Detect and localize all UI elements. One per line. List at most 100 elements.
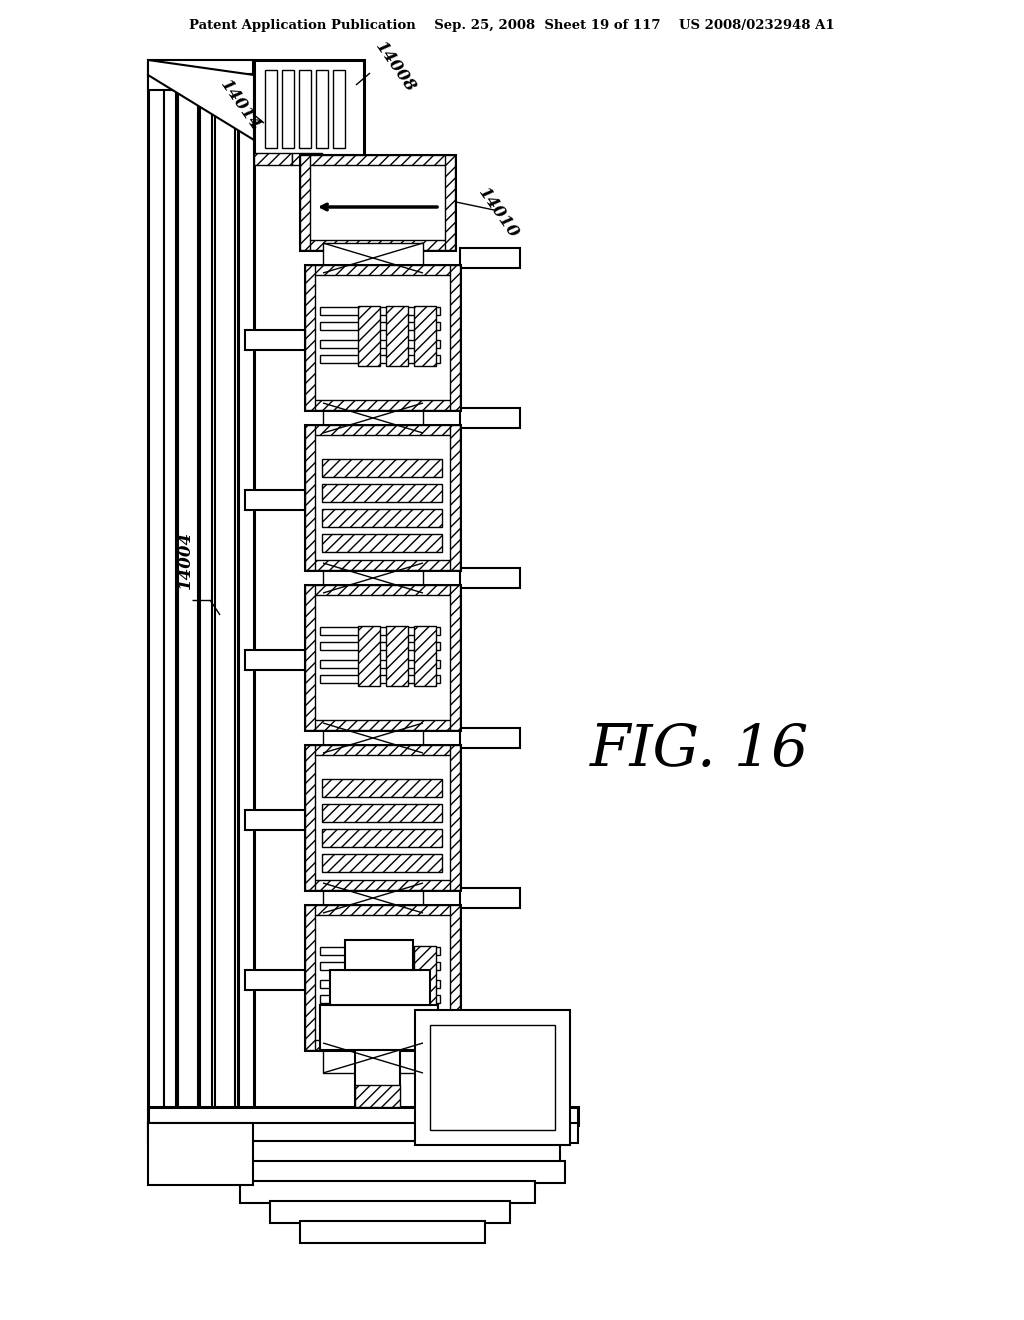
Bar <box>292 153 322 165</box>
Text: 14010: 14010 <box>474 185 521 242</box>
Bar <box>323 1043 423 1073</box>
Bar <box>358 946 380 1006</box>
Bar <box>215 1162 565 1183</box>
Text: 14004: 14004 <box>176 531 194 589</box>
Bar <box>305 585 315 730</box>
Bar <box>305 425 460 436</box>
Text: Patent Application Publication    Sep. 25, 2008  Sheet 19 of 117    US 2008/0232: Patent Application Publication Sep. 25, … <box>189 18 835 32</box>
Bar <box>254 153 292 165</box>
Bar <box>415 1010 570 1144</box>
Bar <box>305 906 460 1049</box>
Bar <box>319 627 440 635</box>
Bar <box>215 70 234 1125</box>
Bar <box>305 880 460 890</box>
Bar <box>386 306 408 366</box>
Bar <box>148 1123 578 1143</box>
Bar <box>300 154 455 249</box>
Bar <box>245 490 305 510</box>
Bar <box>300 154 455 165</box>
Bar <box>148 1107 578 1125</box>
Bar <box>445 154 455 249</box>
Bar <box>322 510 442 527</box>
Bar <box>319 355 440 363</box>
Bar <box>305 719 460 730</box>
Bar <box>305 585 460 730</box>
Bar <box>330 970 430 1005</box>
Bar <box>319 979 440 987</box>
Bar <box>305 585 460 595</box>
Bar <box>245 810 305 830</box>
Bar <box>299 70 311 148</box>
Bar <box>460 408 520 428</box>
Bar <box>323 403 423 433</box>
Bar <box>319 308 440 315</box>
Bar <box>322 854 442 873</box>
Bar <box>319 946 440 954</box>
Bar <box>414 946 436 1006</box>
Bar <box>245 649 305 671</box>
Bar <box>305 744 460 890</box>
Bar <box>270 1201 510 1224</box>
Bar <box>322 779 442 797</box>
Bar <box>414 626 436 686</box>
Bar <box>148 59 253 75</box>
Bar <box>238 70 254 1125</box>
Text: 14008: 14008 <box>372 38 419 95</box>
Bar <box>450 265 460 411</box>
Bar <box>254 59 364 154</box>
Bar <box>319 660 440 668</box>
Bar <box>460 729 520 748</box>
Bar <box>148 1123 253 1185</box>
Bar <box>165 1140 560 1163</box>
Bar <box>319 322 440 330</box>
Text: 14014: 14014 <box>216 77 263 133</box>
Bar <box>450 425 460 570</box>
Bar <box>319 962 440 970</box>
Bar <box>305 560 460 570</box>
Bar <box>323 723 423 752</box>
Bar <box>319 341 440 348</box>
Bar <box>386 946 408 1006</box>
Bar <box>460 1048 520 1068</box>
Bar <box>245 330 305 350</box>
Bar <box>322 459 442 477</box>
Bar <box>200 70 212 1125</box>
Bar <box>305 425 315 570</box>
Text: FIG. 16: FIG. 16 <box>591 722 810 779</box>
Bar <box>414 306 436 366</box>
Bar <box>178 70 198 1125</box>
Bar <box>323 243 423 273</box>
Bar <box>148 74 253 90</box>
Bar <box>305 425 460 570</box>
Bar <box>305 400 460 411</box>
Bar <box>358 626 380 686</box>
Bar <box>319 1005 438 1049</box>
Bar <box>316 70 328 148</box>
Bar <box>305 265 460 275</box>
Bar <box>345 940 413 970</box>
Bar <box>322 829 442 847</box>
Bar <box>305 906 315 1049</box>
Bar <box>305 265 460 411</box>
Bar <box>305 744 315 890</box>
Bar <box>323 883 423 913</box>
Bar <box>322 535 442 552</box>
Bar <box>450 585 460 730</box>
Bar <box>460 568 520 587</box>
Bar <box>265 70 278 148</box>
Bar <box>460 248 520 268</box>
Bar <box>323 564 423 593</box>
Bar <box>450 906 460 1049</box>
Bar <box>305 744 460 755</box>
Bar <box>282 70 294 148</box>
Bar <box>300 154 310 249</box>
Bar <box>305 906 460 915</box>
Bar <box>450 744 460 890</box>
Bar <box>148 70 164 1125</box>
Bar <box>355 1085 400 1107</box>
Bar <box>245 970 305 990</box>
Bar <box>300 240 455 249</box>
Bar <box>305 1040 460 1049</box>
Polygon shape <box>148 59 254 140</box>
Bar <box>240 1181 535 1203</box>
